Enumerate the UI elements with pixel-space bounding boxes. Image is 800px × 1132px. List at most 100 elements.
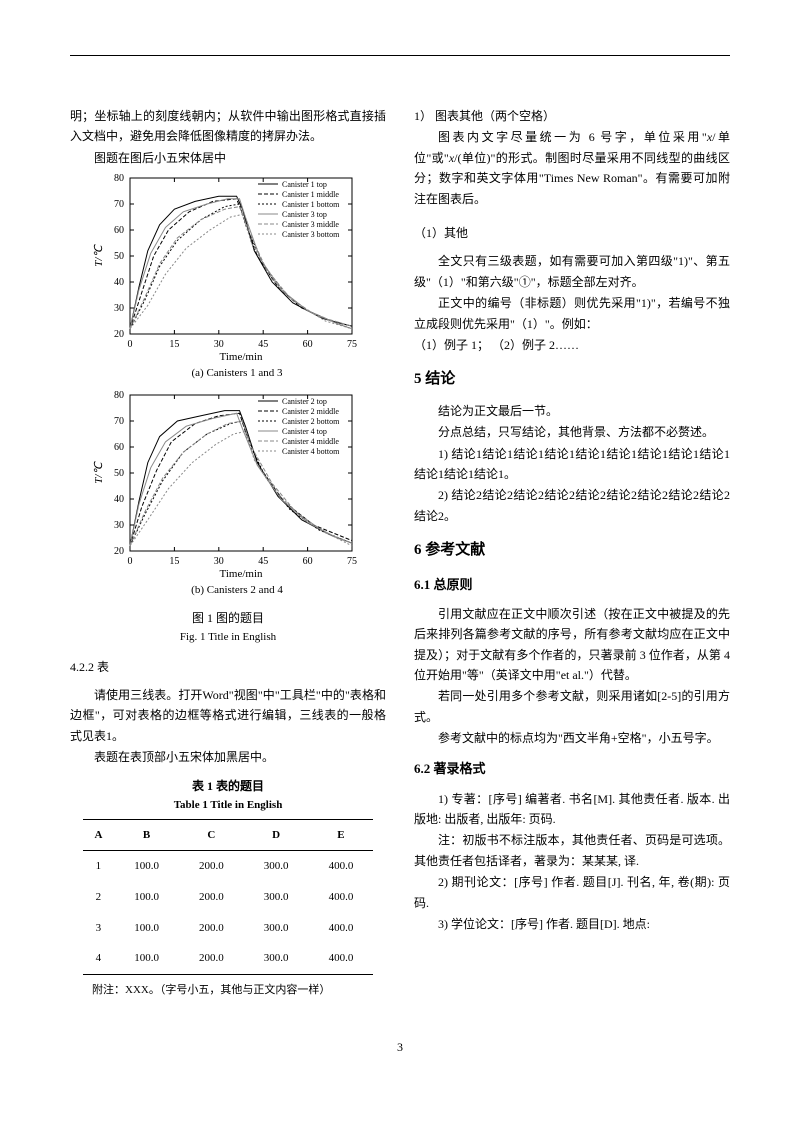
svg-text:30: 30 xyxy=(114,303,124,314)
svg-text:30: 30 xyxy=(214,556,224,567)
chart-b: 0153045607520304050607080Time/minT/℃Cani… xyxy=(88,389,358,579)
table-cell: 200.0 xyxy=(179,943,244,974)
svg-text:Time/min: Time/min xyxy=(220,351,263,362)
table-cell: 4 xyxy=(83,943,115,974)
svg-text:80: 80 xyxy=(114,390,124,401)
table-header: B xyxy=(114,819,179,851)
left-column: 明；坐标轴上的刻度线朝内；从软件中输出图形格式直接插入文档中，避免用会降低图像精… xyxy=(70,106,386,1001)
header-rule xyxy=(70,55,730,56)
svg-text:Canister 3 middle: Canister 3 middle xyxy=(282,220,339,229)
table-cell: 300.0 xyxy=(244,882,309,913)
svg-text:Canister 2 middle: Canister 2 middle xyxy=(282,407,339,416)
para: 图题在图后小五宋体居中 xyxy=(70,148,386,168)
svg-text:20: 20 xyxy=(114,329,124,340)
para: 若同一处引用多个参考文献，则采用诸如[2-5]的引用方式。 xyxy=(414,686,730,727)
para: 表题在表顶部小五宋体加黑居中。 xyxy=(70,747,386,767)
svg-text:60: 60 xyxy=(114,225,124,236)
heading-6: 6 参考文献 xyxy=(414,538,730,564)
table-cell: 1 xyxy=(83,851,115,882)
svg-text:20: 20 xyxy=(114,546,124,557)
chart-a: 0153045607520304050607080Time/minT/℃Cani… xyxy=(88,172,358,362)
svg-text:75: 75 xyxy=(347,339,357,350)
table-cell: 300.0 xyxy=(244,913,309,944)
para: 2) 期刊论文：[序号] 作者. 题目[J]. 刊名, 年, 卷(期): 页码. xyxy=(414,872,730,913)
svg-text:Canister 3 bottom: Canister 3 bottom xyxy=(282,230,340,239)
svg-text:Canister 1 bottom: Canister 1 bottom xyxy=(282,200,340,209)
svg-text:80: 80 xyxy=(114,173,124,184)
svg-text:Time/min: Time/min xyxy=(220,568,263,579)
figure-b: 0153045607520304050607080Time/minT/℃Cani… xyxy=(88,389,386,600)
table-header: A xyxy=(83,819,115,851)
table-cell: 400.0 xyxy=(309,913,374,944)
svg-text:T/℃: T/℃ xyxy=(93,460,105,483)
para: 明；坐标轴上的刻度线朝内；从软件中输出图形格式直接插入文档中，避免用会降低图像精… xyxy=(70,106,386,147)
page-number: 3 xyxy=(70,1037,730,1057)
svg-text:Canister 1 top: Canister 1 top xyxy=(282,180,327,189)
svg-text:45: 45 xyxy=(258,339,268,350)
table-title-cn: 表 1 表的题目 xyxy=(70,776,386,796)
svg-text:30: 30 xyxy=(114,520,124,531)
table-cell: 400.0 xyxy=(309,882,374,913)
svg-text:60: 60 xyxy=(303,556,313,567)
svg-text:T/℃: T/℃ xyxy=(93,244,105,267)
svg-text:40: 40 xyxy=(114,494,124,505)
figure-number-en: Fig. 1 Title in English xyxy=(70,628,386,647)
svg-text:Canister 1 middle: Canister 1 middle xyxy=(282,190,339,199)
svg-text:60: 60 xyxy=(303,339,313,350)
table-cell: 100.0 xyxy=(114,882,179,913)
table-cell: 300.0 xyxy=(244,851,309,882)
table-cell: 400.0 xyxy=(309,943,374,974)
svg-text:15: 15 xyxy=(169,339,179,350)
para: 1) 结论1结论1结论1结论1结论1结论1结论1结论1结论1结论1结论1结论1。 xyxy=(414,444,730,485)
para: 分点总结，只写结论，其他背景、方法都不必赘述。 xyxy=(414,422,730,442)
table-header: D xyxy=(244,819,309,851)
table-header: C xyxy=(179,819,244,851)
table-cell: 3 xyxy=(83,913,115,944)
para: 引用文献应在正文中顺次引述（按在正文中被提及的先后来排列各篇参考文献的序号，所有… xyxy=(414,604,730,686)
table-cell: 300.0 xyxy=(244,943,309,974)
svg-text:40: 40 xyxy=(114,277,124,288)
svg-text:Canister 2 top: Canister 2 top xyxy=(282,397,327,406)
heading-6-1: 6.1 总原则 xyxy=(414,574,730,596)
para: 2) 结论2结论2结论2结论2结论2结论2结论2结论2结论2结论2。 xyxy=(414,485,730,526)
table-cell: 2 xyxy=(83,882,115,913)
table-cell: 200.0 xyxy=(179,913,244,944)
svg-text:50: 50 xyxy=(114,468,124,479)
para: 请使用三线表。打开Word"视图"中"工具栏"中的"表格和边框"，可对表格的边框… xyxy=(70,685,386,746)
svg-text:70: 70 xyxy=(114,199,124,210)
para: 全文只有三级表题，如有需要可加入第四级"1)"、第五级"（1）"和第六级"①"，… xyxy=(414,251,730,292)
table-cell: 200.0 xyxy=(179,882,244,913)
svg-text:75: 75 xyxy=(347,556,357,567)
svg-text:0: 0 xyxy=(128,339,133,350)
subhead: （1）其他 xyxy=(414,223,730,243)
data-table: ABCDE 1100.0200.0300.0400.02100.0200.030… xyxy=(83,819,374,975)
svg-text:Canister 4 middle: Canister 4 middle xyxy=(282,437,339,446)
para: （1）例子 1； （2）例子 2…… xyxy=(414,335,730,355)
svg-text:0: 0 xyxy=(128,556,133,567)
table-cell: 100.0 xyxy=(114,851,179,882)
table-cell: 100.0 xyxy=(114,943,179,974)
para: 图表内文字尽量统一为 6 号字，单位采用"x/单位"或"x/(单位)"的形式。制… xyxy=(414,127,730,209)
table-cell: 100.0 xyxy=(114,913,179,944)
para: 1） 图表其他（两个空格） xyxy=(414,106,730,126)
page: 明；坐标轴上的刻度线朝内；从软件中输出图形格式直接插入文档中，避免用会降低图像精… xyxy=(0,0,800,1087)
para: 结论为正文最后一节。 xyxy=(414,401,730,421)
figure-b-caption: (b) Canisters 2 and 4 xyxy=(88,581,386,600)
table-header: E xyxy=(309,819,374,851)
svg-text:70: 70 xyxy=(114,416,124,427)
figure-a: 0153045607520304050607080Time/minT/℃Cani… xyxy=(88,172,386,383)
svg-text:50: 50 xyxy=(114,251,124,262)
heading-4-2-2: 4.2.2 表 xyxy=(70,657,386,677)
svg-text:Canister 3 top: Canister 3 top xyxy=(282,210,327,219)
para: 正文中的编号（非标题）则优先采用"1)"，若编号不独立成段则优先采用"（1）"。… xyxy=(414,293,730,334)
svg-text:60: 60 xyxy=(114,442,124,453)
heading-5: 5 结论 xyxy=(414,367,730,393)
table-cell: 200.0 xyxy=(179,851,244,882)
figure-a-caption: (a) Canisters 1 and 3 xyxy=(88,364,386,383)
table-cell: 400.0 xyxy=(309,851,374,882)
right-column: 1） 图表其他（两个空格） 图表内文字尽量统一为 6 号字，单位采用"x/单位"… xyxy=(414,106,730,1001)
svg-text:45: 45 xyxy=(258,556,268,567)
para: 参考文献中的标点均为"西文半角+空格"，小五号字。 xyxy=(414,728,730,748)
columns: 明；坐标轴上的刻度线朝内；从软件中输出图形格式直接插入文档中，避免用会降低图像精… xyxy=(70,106,730,1001)
para: 注：初版书不标注版本，其他责任者、页码是可选项。其他责任者包括译者，著录为：某某… xyxy=(414,830,730,871)
